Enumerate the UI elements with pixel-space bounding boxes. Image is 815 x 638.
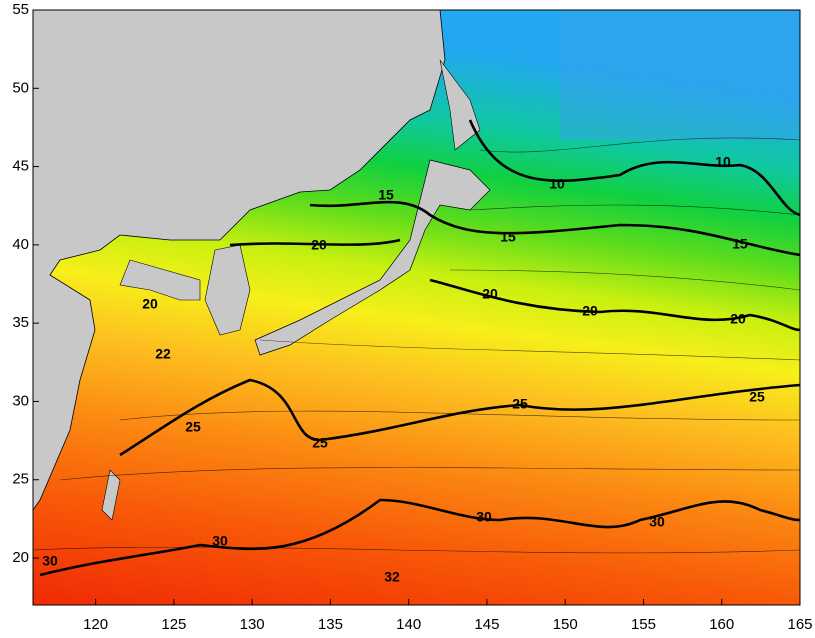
land-asia — [33, 10, 446, 511]
contour-label: 30 — [212, 533, 228, 549]
contour-label: 10 — [549, 176, 565, 192]
y-tick-label: 50 — [12, 79, 29, 96]
contour-label: 22 — [155, 346, 171, 362]
x-tick-label: 150 — [553, 616, 578, 633]
contour-label: 30 — [649, 514, 665, 530]
y-tick-label: 40 — [12, 236, 29, 253]
contour-label: 30 — [42, 553, 58, 569]
y-tick-label: 45 — [12, 158, 29, 175]
contour-label: 20 — [482, 286, 498, 302]
contour-label: 10 — [715, 154, 731, 170]
y-tick-label: 20 — [12, 549, 29, 566]
x-tick-label: 120 — [83, 616, 108, 633]
x-tick-label: 140 — [396, 616, 421, 633]
contour-label: 32 — [384, 569, 400, 585]
y-tick-label: 30 — [12, 392, 29, 409]
thin-contours — [33, 137, 800, 554]
x-tick-label: 160 — [709, 616, 734, 633]
contour-label: 30 — [476, 509, 492, 525]
x-tick-label: 125 — [161, 616, 186, 633]
x-tick-label: 135 — [318, 616, 343, 633]
contour-label: 25 — [749, 389, 765, 405]
contour-label: 15 — [378, 187, 394, 203]
x-tick-label: 155 — [631, 616, 656, 633]
land-taiwan — [101, 469, 121, 521]
x-tick-label: 165 — [787, 616, 812, 633]
contour-label: 25 — [312, 435, 328, 451]
land-japan — [254, 159, 491, 356]
contour-label: 20 — [730, 311, 746, 327]
contour-label: 20 — [311, 237, 327, 253]
frame — [32, 9, 801, 606]
land-korea-bay — [119, 259, 201, 301]
contour-label: 15 — [500, 229, 516, 245]
contour-label: 20 — [582, 303, 598, 319]
y-tick-label: 25 — [12, 471, 29, 488]
contour-label: 25 — [185, 419, 201, 435]
map-area: 10 10 15 15 15 20 20 20 20 20 22 25 25 25 25 30 30 30 30 32 — [33, 10, 800, 605]
land-sakhalin — [439, 59, 481, 151]
contour-label: 20 — [142, 296, 158, 312]
contour-label: 15 — [732, 236, 748, 252]
x-tick-label: 145 — [474, 616, 499, 633]
y-tick-label: 35 — [12, 314, 29, 331]
cold-water — [560, 10, 800, 140]
y-tick-label: 55 — [12, 1, 29, 18]
contour-label: 25 — [512, 396, 528, 412]
x-tick-label: 130 — [240, 616, 265, 633]
bold-contours — [39, 119, 800, 577]
